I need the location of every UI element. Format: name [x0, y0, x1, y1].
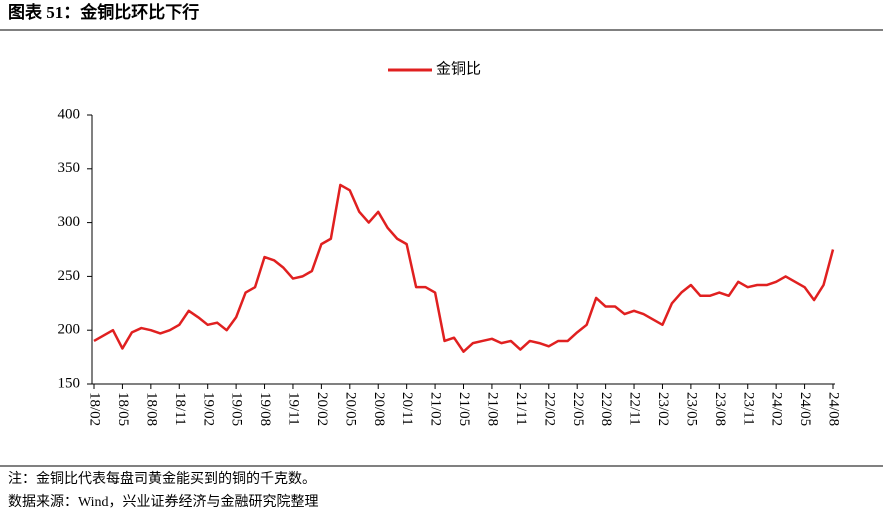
y-tick-label: 200: [58, 322, 81, 338]
x-tick-label: 23/11: [740, 392, 756, 426]
y-tick-label: 150: [58, 375, 81, 391]
x-tick-label: 19/05: [229, 392, 245, 426]
x-tick-label: 21/11: [513, 392, 529, 426]
x-tick-label: 18/05: [115, 392, 131, 426]
x-tick-label: 23/05: [683, 392, 699, 426]
legend-label: 金铜比: [436, 60, 481, 77]
x-tick-label: 21/05: [456, 392, 472, 426]
x-tick-label: 20/05: [342, 392, 358, 426]
y-tick-label: 300: [58, 214, 81, 230]
y-tick-label: 250: [58, 268, 81, 284]
y-tick-label: 400: [58, 106, 81, 122]
x-tick-label: 18/02: [87, 392, 103, 426]
x-tick-label: 24/08: [826, 392, 842, 426]
x-tick-label: 24/05: [797, 392, 813, 426]
x-tick-label: 23/08: [712, 392, 728, 426]
x-tick-label: 18/11: [172, 392, 188, 426]
note: 注：金铜比代表每盘司黄金能买到的铜的千克数。: [8, 470, 316, 487]
y-tick-label: 350: [58, 160, 81, 176]
x-tick-label: 19/08: [257, 392, 273, 426]
x-tick-label: 19/02: [200, 392, 216, 426]
x-tick-label: 22/08: [598, 392, 614, 426]
x-tick-label: 21/08: [484, 392, 500, 426]
x-tick-label: 21/02: [428, 392, 444, 426]
x-tick-label: 20/11: [399, 392, 415, 426]
x-tick-label: 24/02: [769, 392, 785, 426]
x-tick-label: 23/02: [655, 392, 671, 426]
source: 数据来源：Wind，兴业证券经济与金融研究院整理: [8, 494, 319, 510]
x-tick-label: 19/11: [286, 392, 302, 426]
x-tick-label: 22/02: [541, 392, 557, 426]
x-tick-label: 22/05: [570, 392, 586, 426]
x-tick-label: 22/11: [627, 392, 643, 426]
x-tick-label: 20/02: [314, 392, 330, 426]
chart-title: 图表 51：金铜比环比下行: [8, 2, 199, 22]
x-tick-label: 20/08: [371, 392, 387, 426]
x-tick-label: 18/08: [143, 392, 159, 426]
line-series: [93, 183, 835, 353]
